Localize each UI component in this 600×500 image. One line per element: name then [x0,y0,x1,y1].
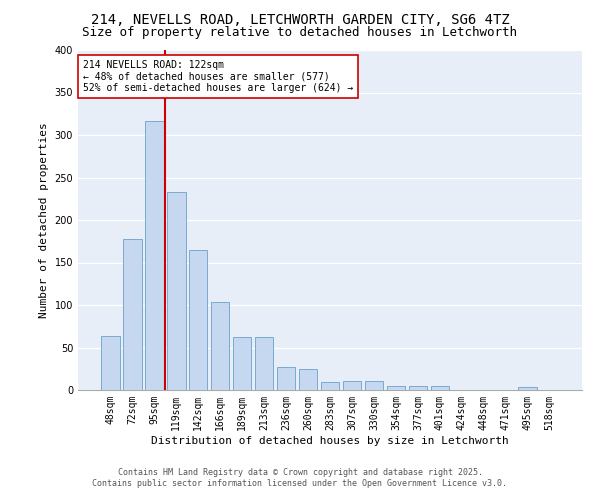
Bar [299,369,317,390]
X-axis label: Distribution of detached houses by size in Letchworth: Distribution of detached houses by size … [151,436,509,446]
Bar [431,386,449,390]
Bar [343,380,361,390]
Text: 214 NEVELLS ROAD: 122sqm
← 48% of detached houses are smaller (577)
52% of semi-: 214 NEVELLS ROAD: 122sqm ← 48% of detach… [83,60,353,94]
Text: Size of property relative to detached houses in Letchworth: Size of property relative to detached ho… [83,26,517,39]
Bar [145,120,164,390]
Bar [101,336,119,390]
Bar [211,302,229,390]
Bar [123,238,142,390]
Bar [386,386,405,390]
Y-axis label: Number of detached properties: Number of detached properties [39,122,49,318]
Bar [518,388,537,390]
Bar [233,338,251,390]
Bar [320,382,340,390]
Text: Contains HM Land Registry data © Crown copyright and database right 2025.
Contai: Contains HM Land Registry data © Crown c… [92,468,508,487]
Bar [255,338,274,390]
Bar [277,367,295,390]
Bar [189,250,208,390]
Bar [167,192,185,390]
Text: 214, NEVELLS ROAD, LETCHWORTH GARDEN CITY, SG6 4TZ: 214, NEVELLS ROAD, LETCHWORTH GARDEN CIT… [91,12,509,26]
Bar [365,380,383,390]
Bar [409,386,427,390]
